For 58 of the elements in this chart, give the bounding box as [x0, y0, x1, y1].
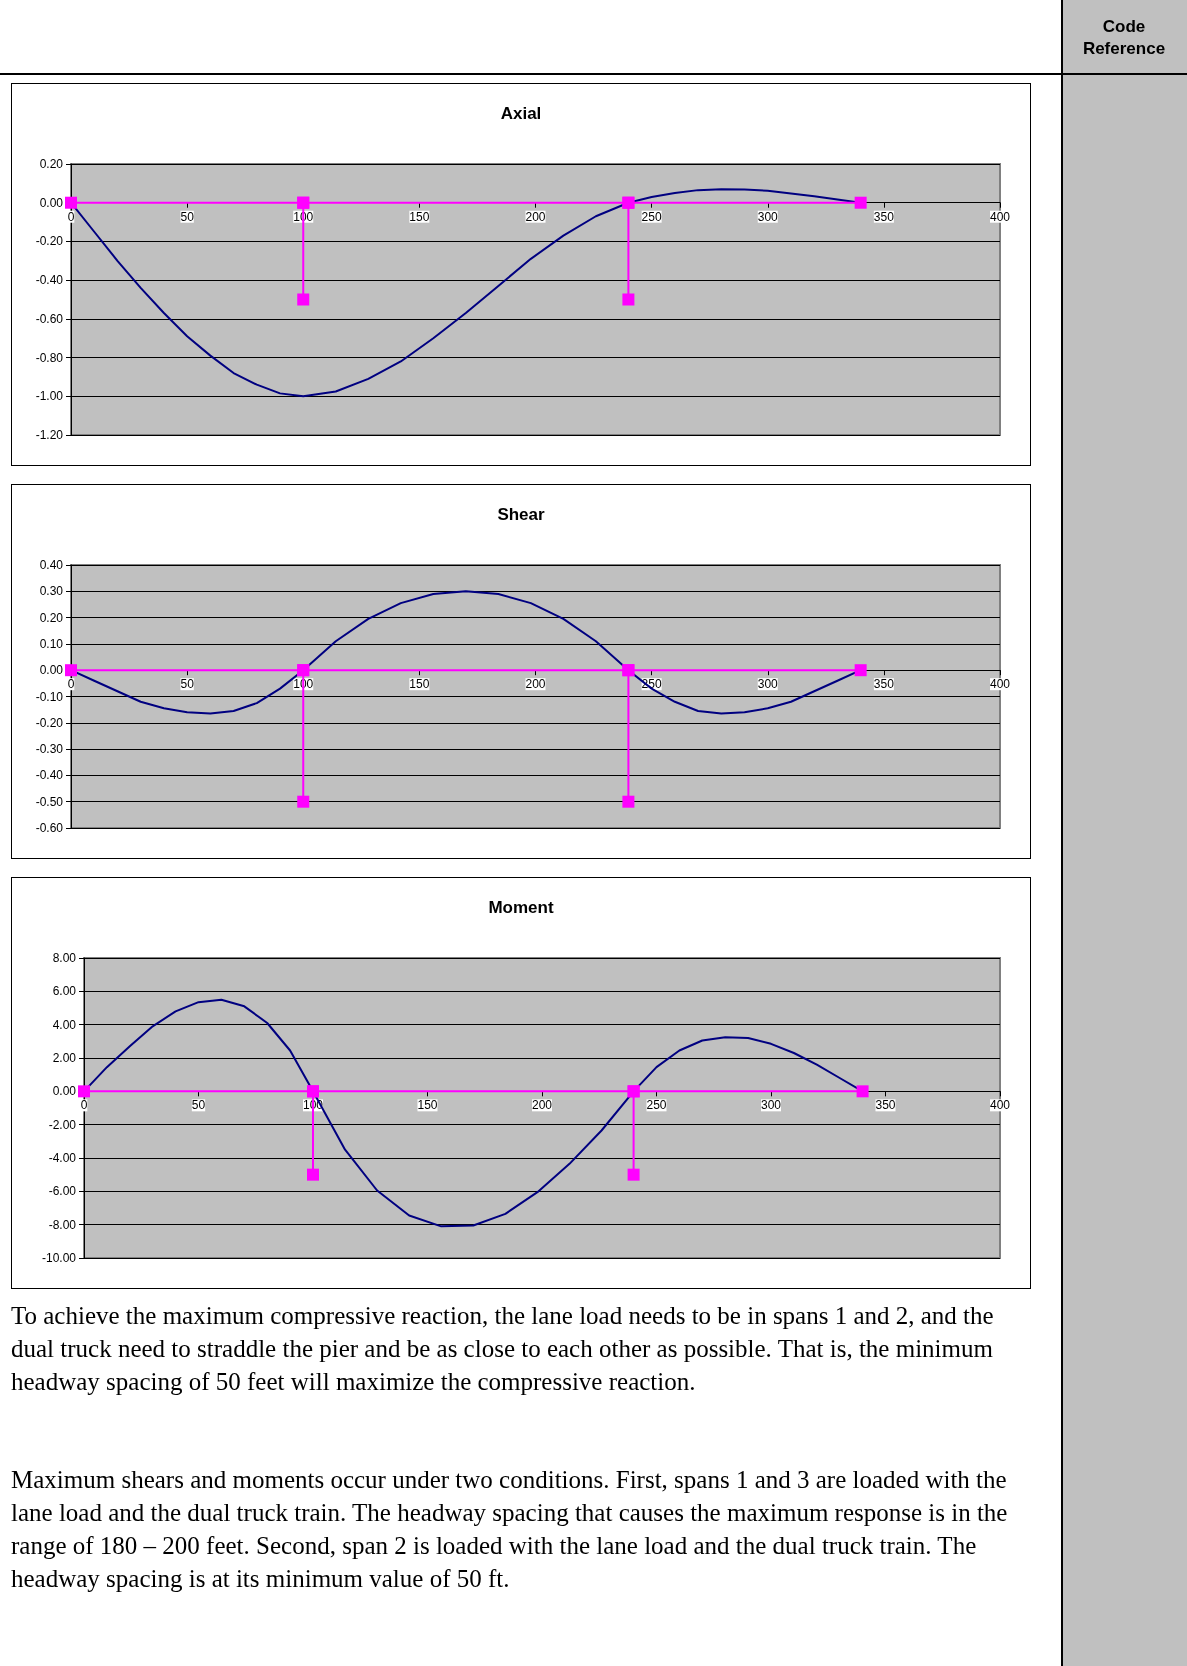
y-tick-label: 0.20	[39, 157, 64, 171]
y-tick-label: 4.00	[52, 1017, 77, 1032]
x-tick-label: 350	[875, 1098, 896, 1113]
x-tick-label: 50	[180, 209, 195, 224]
text: To achieve the maximum compressive reaction, the lane load needs to be in spans 1 and 2, and the dual truck need to straddle the pier and be as close to each other as possible. That is, the minimum headway spacing of 50 feet will maximize the compressive reaction.	[11, 1301, 995, 1397]
x-tick-label: 350	[873, 677, 895, 692]
x-tick-label: 50	[191, 1098, 206, 1113]
y-tick-label: -2.00	[48, 1117, 77, 1132]
y-tick-label: -4.00	[48, 1151, 77, 1165]
y-tick-label: 6.00	[52, 984, 77, 999]
y-tick-label: -10.00	[41, 1251, 77, 1265]
x-tick-label: 250	[646, 1098, 667, 1113]
chart-title: Shear	[497, 505, 546, 524]
y-tick-label: -6.00	[48, 1184, 77, 1199]
y-tick-label: -0.40	[35, 768, 64, 783]
y-tick-label: 0.40	[39, 558, 64, 572]
x-tick-label: 300	[760, 1098, 782, 1113]
y-tick-label: -0.20	[35, 715, 64, 730]
y-tick-label: -0.10	[35, 689, 64, 704]
y-tick-label: -1.00	[35, 389, 64, 404]
y-tick-label: -0.50	[35, 794, 64, 809]
x-tick-label: 150	[409, 209, 430, 224]
y-tick-label: 2.00	[52, 1051, 77, 1065]
x-tick-label: 0	[67, 209, 75, 224]
y-tick-label: -0.60	[35, 821, 64, 835]
y-tick-label: -0.30	[35, 742, 64, 757]
chart-title: Moment	[488, 898, 554, 917]
y-tick-label: 0.00	[39, 663, 64, 678]
x-tick-label: 400	[989, 209, 1011, 224]
y-tick-label: -1.20	[35, 428, 64, 442]
x-tick-label: 0	[80, 1098, 88, 1113]
x-tick-label: 350	[873, 209, 895, 224]
x-tick-label: 200	[525, 677, 546, 692]
y-tick-label: 0.30	[39, 584, 64, 599]
y-tick-label: 0.00	[39, 195, 64, 210]
x-tick-label: 400	[989, 1098, 1011, 1113]
y-tick-label: 0.10	[39, 636, 64, 651]
x-tick-label: 200	[525, 209, 546, 224]
x-tick-label: 300	[757, 677, 779, 692]
x-tick-label: 200	[531, 1098, 553, 1113]
x-tick-label: 250	[641, 209, 662, 224]
x-tick-label: 300	[757, 209, 779, 224]
x-tick-label: 50	[180, 677, 195, 692]
x-tick-label: 400	[989, 677, 1011, 692]
x-tick-label: 150	[417, 1098, 438, 1113]
y-tick-label: 0.00	[52, 1084, 77, 1099]
chart-title: Axial	[500, 104, 542, 123]
x-tick-label: 0	[67, 677, 75, 692]
y-tick-label: -8.00	[48, 1217, 77, 1232]
y-tick-label: -0.40	[35, 273, 64, 288]
y-tick-label: 0.20	[39, 610, 64, 625]
text: Maximum shears and moments occur under two conditions. First, spans 1 and 3 are loaded with the lane load and the dual truck train. The headway spacing that causes the maximum response is in the range of 180 – 200 feet. Second, span 2 is loaded with the lane load and the dual truck train. The headway spacing is at its minimum value of 50 ft.	[11, 1465, 1009, 1594]
y-tick-label: 8.00	[52, 951, 77, 965]
y-tick-label: -0.20	[35, 234, 64, 249]
y-tick-label: -0.80	[35, 350, 64, 365]
y-tick-label: -0.60	[35, 311, 64, 326]
x-tick-label: 150	[409, 677, 430, 692]
text: Code Reference	[1081, 16, 1167, 60]
